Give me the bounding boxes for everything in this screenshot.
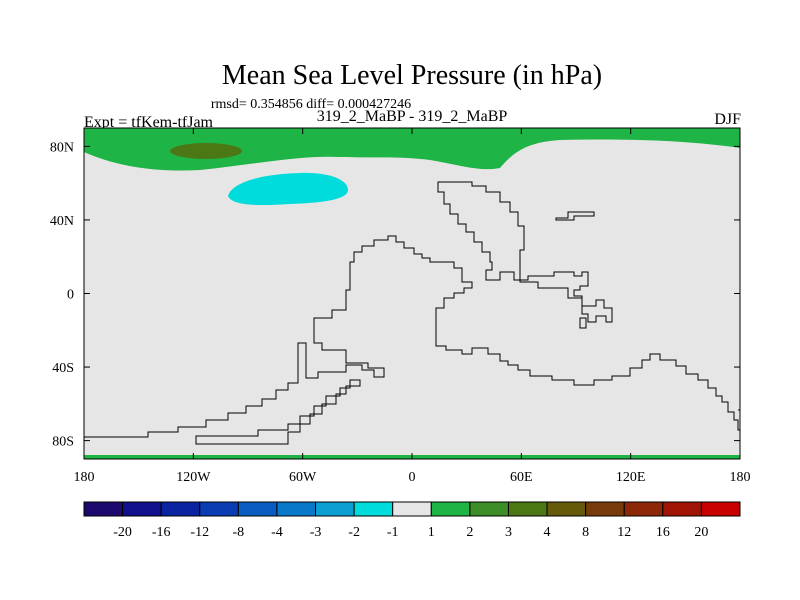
colorbar-label: 1: [428, 525, 435, 540]
arctic-core-region: [170, 143, 242, 159]
colorbar-swatch: [507, 501, 548, 517]
chart-title: Mean Sea Level Pressure (in hPa): [222, 60, 602, 91]
season-label: DJF: [714, 111, 741, 128]
map-area: [84, 128, 740, 459]
y-tick-label: 80N: [50, 140, 74, 155]
colorbar: [83, 501, 741, 517]
coastline-island-small: [579, 317, 587, 329]
colorbar-label: -12: [190, 525, 209, 540]
colorbar-label: -3: [310, 525, 322, 540]
y-tick-labels: 80N 40N 0 40S 80S: [50, 140, 74, 449]
y-tick-label: 80S: [52, 435, 74, 450]
y-tick-label: 40S: [52, 361, 74, 376]
colorbar-label: 3: [505, 525, 512, 540]
colorbar-labels: -20 -16 -12 -8 -4 -3 -2 -1 1 2 3 4 8 12 16 20: [113, 525, 708, 540]
colorbar-swatch: [392, 501, 432, 517]
colorbar-swatch: [199, 501, 239, 517]
colorbar-label: -2: [348, 525, 360, 540]
colorbar-label: 16: [656, 525, 670, 540]
comparison-label: 319_2_MaBP - 319_2_MaBP: [317, 108, 508, 125]
colorbar-swatch: [585, 501, 625, 517]
x-tick-label: 120W: [176, 470, 211, 485]
map-background: [84, 128, 740, 459]
x-tick-label: 180: [730, 470, 751, 485]
colorbar-swatch: [430, 501, 471, 517]
coastline-north-continent: [437, 181, 613, 323]
colorbar-swatch: [546, 501, 587, 517]
coastline-island-east: [555, 211, 595, 221]
colorbar-label: 12: [617, 525, 631, 540]
colorbar-label: 4: [544, 525, 551, 540]
x-tick-label: 60W: [289, 470, 317, 485]
x-tick-label: 120E: [616, 470, 646, 485]
arctic-positive-region: [84, 128, 740, 171]
y-tick-label: 0: [67, 288, 74, 303]
colorbar-swatch: [662, 501, 702, 517]
stats-label: rmsd= 0.354856 diff= 0.000427246: [211, 97, 411, 112]
axis-ticks: [83, 128, 741, 459]
y-tick-label: 40N: [50, 214, 74, 229]
coastline-main-continent: [84, 235, 740, 440]
colorbar-label: 2: [466, 525, 473, 540]
x-tick-label: 180: [74, 470, 95, 485]
experiment-label: Expt = tfKem-tfJam: [84, 114, 214, 131]
colorbar-label: 20: [694, 525, 708, 540]
coastline-southern-ridge: [195, 379, 361, 445]
colorbar-swatch: [700, 501, 741, 517]
colorbar-label: 8: [582, 525, 589, 540]
colorbar-label: -4: [271, 525, 283, 540]
x-tick-label: 60E: [510, 470, 533, 485]
north-pacific-negative-region: [228, 172, 348, 206]
colorbar-swatch: [160, 501, 201, 517]
colorbar-swatch: [623, 501, 664, 517]
x-tick-labels: 180 120W 60W 0 60E 120E 180: [74, 470, 751, 485]
colorbar-swatch: [83, 501, 124, 517]
colorbar-label: -1: [387, 525, 399, 540]
colorbar-swatch: [353, 501, 394, 517]
colorbar-swatch: [315, 501, 355, 517]
colorbar-swatch: [469, 501, 509, 517]
colorbar-label: -20: [113, 525, 132, 540]
colorbar-swatch: [122, 501, 162, 517]
colorbar-swatch: [237, 501, 278, 517]
colorbar-label: -16: [152, 525, 171, 540]
colorbar-label: -8: [233, 525, 245, 540]
colorbar-swatch: [276, 501, 317, 517]
x-tick-label: 0: [409, 470, 416, 485]
